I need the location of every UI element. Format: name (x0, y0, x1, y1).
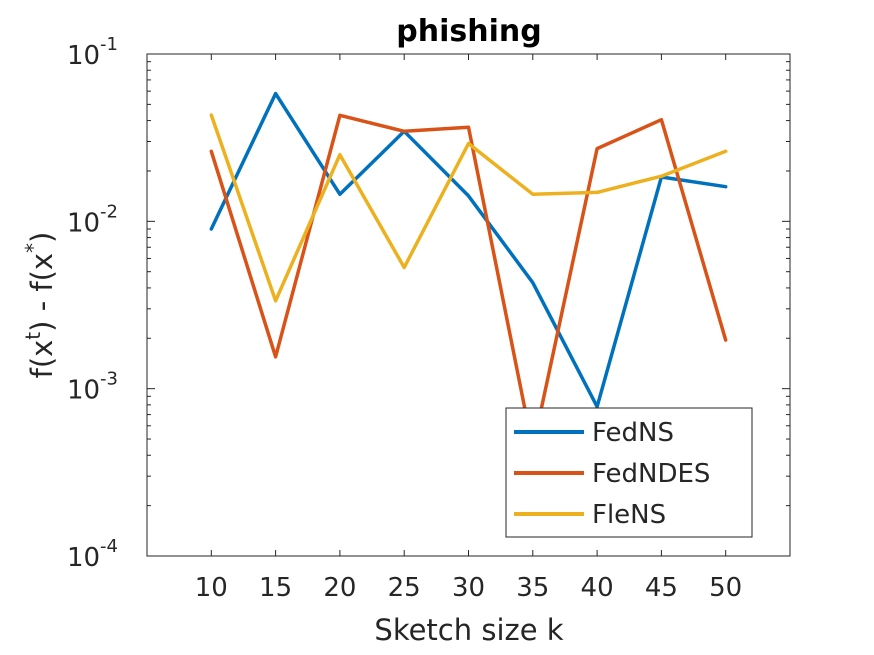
y-label-part1: f(x (25, 340, 59, 379)
y-tick-base: 10 (67, 208, 100, 238)
x-tick-label: 30 (452, 573, 485, 603)
y-tick-base: 10 (67, 41, 100, 71)
x-axis-label: Sketch size k (374, 613, 563, 647)
y-tick-label: 10-3 (67, 369, 118, 406)
y-tick-base: 10 (67, 543, 100, 573)
y-label-sup2: * (21, 243, 45, 253)
y-tick-exponent: -4 (100, 536, 118, 557)
x-tick-label: 20 (323, 573, 356, 603)
y-tick-exponent: -2 (100, 201, 118, 222)
y-tick-label: 10-2 (67, 201, 118, 238)
x-tick-label: 35 (516, 573, 549, 603)
legend: FedNS FedNDES FleNS (506, 408, 752, 537)
x-tick-label: 15 (259, 573, 292, 603)
y-tick-label: 10-4 (67, 536, 118, 573)
y-tick-exponent: -1 (100, 34, 118, 55)
legend-label-flens: FleNS (592, 500, 666, 530)
y-label-sup1: t (21, 332, 45, 340)
x-tick-label: 40 (581, 573, 614, 603)
y-tick-exponent: -3 (100, 369, 118, 390)
x-tick-label: 50 (709, 573, 742, 603)
chart-title: phishing (396, 14, 541, 49)
legend-label-fedndes: FedNDES (592, 459, 710, 489)
y-tick-label: 10-1 (67, 34, 118, 71)
y-axis-label: f(xt) - f(x*) (21, 232, 59, 379)
y-label-part3: ) (25, 232, 59, 243)
y-label-part2: ) - f(x (25, 253, 59, 332)
y-tick-base: 10 (67, 376, 100, 406)
x-tick-label: 25 (388, 573, 421, 603)
legend-label-fedns: FedNS (592, 418, 674, 448)
x-tick-label: 45 (645, 573, 678, 603)
x-tick-label: 10 (195, 573, 228, 603)
